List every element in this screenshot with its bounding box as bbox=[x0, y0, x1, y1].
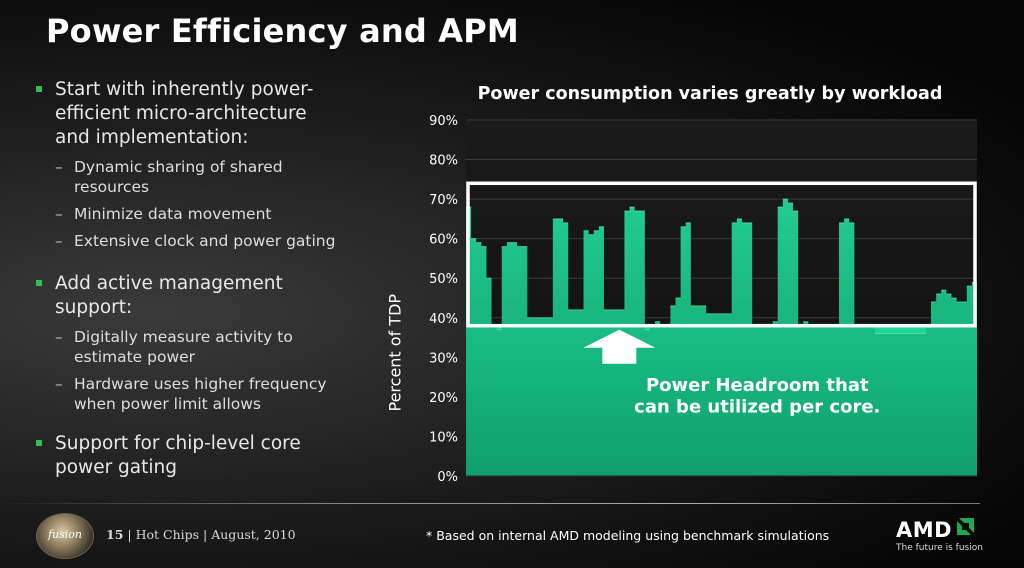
footer-separator: | bbox=[203, 527, 208, 542]
sub-bullet-line: Dynamic sharing of shared bbox=[74, 158, 283, 176]
sub-bullet-line: estimate power bbox=[74, 348, 196, 366]
sub-bullet-line: Minimize data movement bbox=[74, 205, 272, 223]
amd-logo: AMD bbox=[896, 518, 953, 542]
y-tick-label: 10% bbox=[429, 430, 458, 445]
footnote: * Based on internal AMD modeling using b… bbox=[426, 528, 830, 543]
amd-tagline: The future is fusion bbox=[896, 543, 983, 553]
bullet-list: Start with inherently power- efficient m… bbox=[36, 78, 381, 480]
chart-plot: 0% 10% 20% 30% 40% 50% 60% 70% 80% 90% Power Headr… bbox=[429, 114, 977, 485]
sub-bullet-line: Hardware uses higher frequency bbox=[74, 375, 327, 393]
footer-divider bbox=[0, 503, 980, 504]
page-number: 15 bbox=[106, 527, 124, 542]
power-series-area bbox=[466, 199, 977, 476]
sub-bullet-item: – Dynamic sharing of shared resources bbox=[36, 157, 381, 197]
bullet-square-icon bbox=[36, 440, 42, 446]
headroom-highlight-box bbox=[466, 181, 977, 328]
y-tick-label: 70% bbox=[429, 193, 458, 208]
sub-bullet-item: – Digitally measure activity to estimate… bbox=[36, 327, 381, 367]
sub-bullet-line: resources bbox=[74, 178, 150, 196]
sub-bullet-line: Digitally measure activity to bbox=[74, 328, 293, 346]
bullet-square-icon bbox=[36, 86, 42, 92]
sub-bullet-item: – Extensive clock and power gating bbox=[36, 231, 381, 251]
dash-icon: – bbox=[55, 158, 63, 176]
fusion-logo-text: fusion bbox=[47, 528, 83, 541]
y-tick-label: 60% bbox=[429, 233, 458, 248]
dash-icon: – bbox=[55, 232, 63, 250]
annotation-line: can be utilized per core. bbox=[634, 397, 880, 418]
bullet-line: power gating bbox=[55, 457, 178, 478]
sub-bullet-line: Extensive clock and power gating bbox=[74, 232, 336, 250]
slide-title: Power Efficiency and APM bbox=[46, 12, 519, 50]
y-tick-label: 50% bbox=[429, 272, 458, 287]
bullet-line: and implementation: bbox=[55, 127, 249, 148]
footer-separator: | bbox=[127, 527, 132, 542]
y-tick-label: 0% bbox=[437, 470, 458, 485]
y-tick-label: 30% bbox=[429, 351, 458, 366]
bullet-item: Add active management support: bbox=[36, 272, 381, 320]
dash-icon: – bbox=[55, 375, 63, 393]
sub-bullet-line: when power limit allows bbox=[74, 395, 261, 413]
dash-icon: – bbox=[55, 205, 63, 223]
power-chart: Power consumption varies greatly by work… bbox=[380, 80, 1020, 500]
y-tick-label: 80% bbox=[429, 154, 458, 169]
y-tick-label: 90% bbox=[429, 114, 458, 129]
bullet-item: Start with inherently power- efficient m… bbox=[36, 78, 381, 150]
bullet-line: Start with inherently power- bbox=[55, 79, 314, 100]
footer-venue: Hot Chips bbox=[135, 527, 200, 542]
bullet-line: support: bbox=[55, 297, 133, 318]
annotation-line: Power Headroom that bbox=[646, 375, 869, 396]
y-tick-label: 40% bbox=[429, 312, 458, 327]
chart-title: Power consumption varies greatly by work… bbox=[477, 84, 943, 104]
bullet-square-icon bbox=[36, 280, 42, 286]
bullet-line: Add active management bbox=[55, 273, 283, 294]
footer-date: August, 2010 bbox=[211, 527, 296, 542]
y-tick-label: 20% bbox=[429, 391, 458, 406]
bullet-item: Support for chip-level core power gating bbox=[36, 432, 381, 480]
dash-icon: – bbox=[55, 328, 63, 346]
bullet-line: efficient micro-architecture bbox=[55, 103, 307, 124]
fusion-logo: fusion bbox=[36, 513, 94, 559]
bullet-line: Support for chip-level core bbox=[55, 433, 301, 454]
footer-info: 15 | Hot Chips | August, 2010 bbox=[106, 527, 296, 542]
sub-bullet-item: – Hardware uses higher frequency when po… bbox=[36, 374, 381, 414]
sub-bullet-item: – Minimize data movement bbox=[36, 204, 381, 224]
up-arrow-icon bbox=[583, 329, 656, 364]
amd-arrow-icon bbox=[957, 518, 974, 535]
